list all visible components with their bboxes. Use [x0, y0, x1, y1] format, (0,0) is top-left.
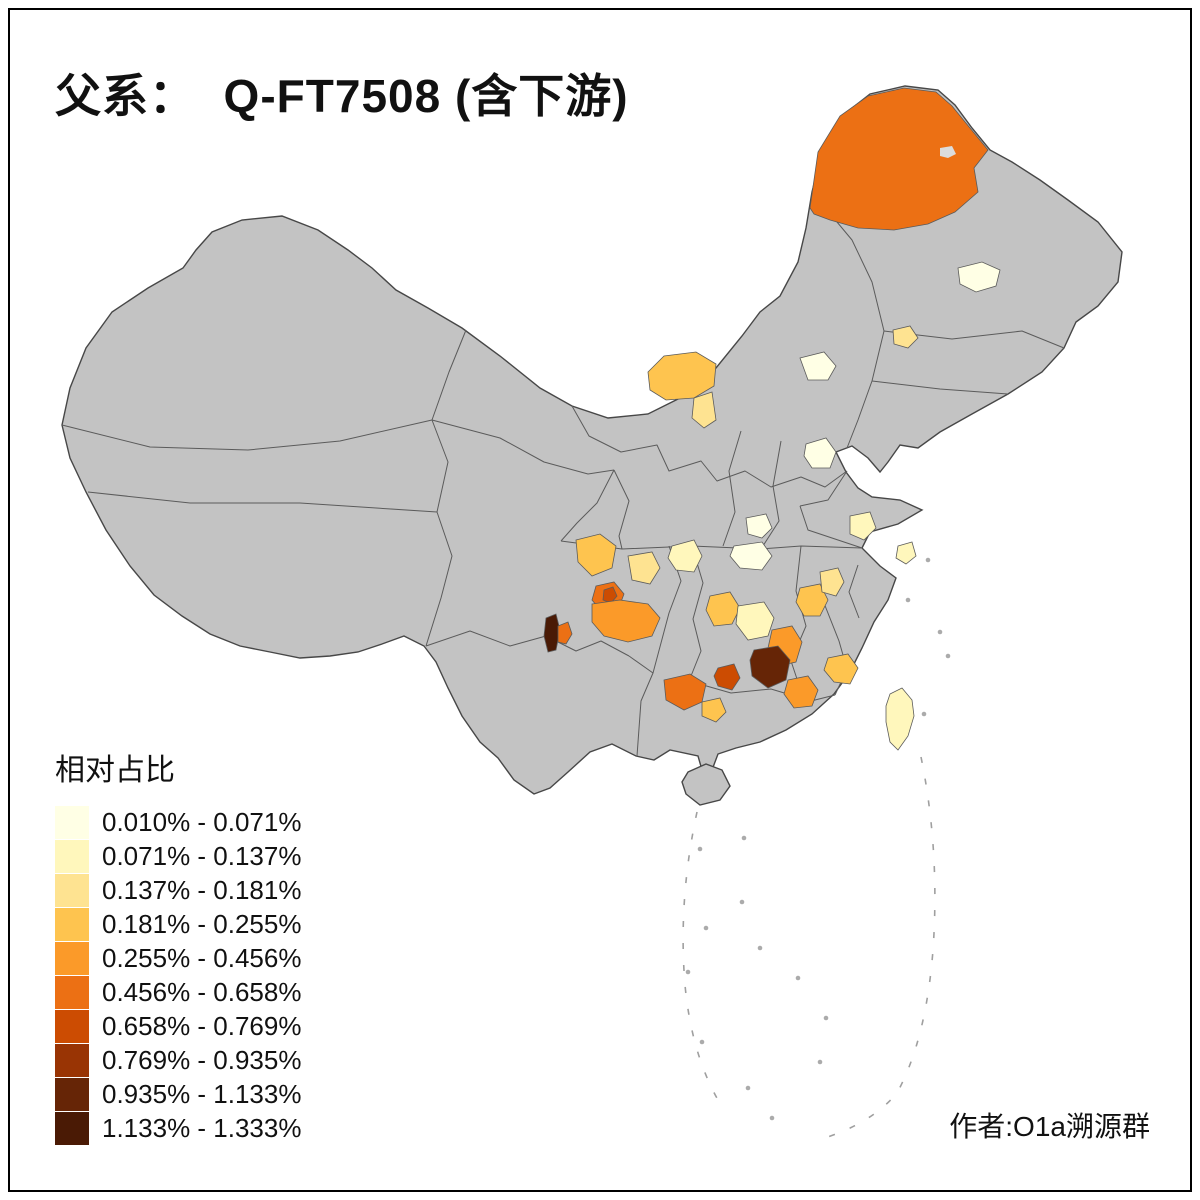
- island-speck: [745, 1085, 751, 1091]
- island-speck: [905, 597, 911, 603]
- island-speck: [699, 1039, 705, 1045]
- legend-swatch: [55, 873, 89, 907]
- map-region-r20: [735, 601, 775, 641]
- island-speck: [925, 557, 931, 563]
- legend-rows: 0.010% - 0.071% 0.071% - 0.137% 0.137% - 0…: [55, 805, 301, 1145]
- author-credit: 作者:O1a溯源群: [949, 1111, 1150, 1142]
- map-region-r15: [557, 621, 573, 645]
- legend-swatch: [55, 1043, 89, 1077]
- island-speck: [703, 925, 709, 931]
- legend-swatch: [55, 805, 89, 839]
- legend-row: 0.935% - 1.133%: [55, 1077, 301, 1111]
- colored-regions: [543, 87, 1001, 751]
- nine-dash-line-west: [682, 811, 725, 1111]
- legend-row: 0.255% - 0.456%: [55, 941, 301, 975]
- map-region-r22: [795, 583, 829, 617]
- legend-row: 1.133% - 1.333%: [55, 1111, 301, 1145]
- map-legend: 相对占比 0.010% - 0.071% 0.071% - 0.137% 0.137…: [55, 745, 301, 1145]
- map-region-r19: [705, 591, 741, 627]
- legend-row: 0.769% - 0.935%: [55, 1043, 301, 1077]
- legend-label: 0.658% - 0.769%: [102, 1011, 302, 1041]
- enclave-speck: [940, 146, 956, 158]
- island-speck: [739, 899, 745, 905]
- legend-label: 0.255% - 0.456%: [102, 943, 302, 973]
- map-region-r03: [892, 325, 919, 349]
- legend-swatch: [55, 1009, 89, 1043]
- island-speck: [921, 711, 927, 717]
- map-region-r27: [701, 697, 727, 723]
- map-region-r17: [667, 539, 703, 573]
- legend-row: 0.071% - 0.137%: [55, 839, 301, 873]
- map-region-r06: [691, 391, 717, 429]
- map-region-r02: [957, 261, 1001, 293]
- legend-swatch: [55, 1077, 89, 1111]
- legend-swatch: [55, 907, 89, 941]
- map-region-r10: [575, 533, 617, 577]
- legend-row: 0.137% - 0.181%: [55, 873, 301, 907]
- island-speck: [945, 653, 951, 659]
- island-speck: [817, 1059, 823, 1065]
- legend-row: 0.181% - 0.255%: [55, 907, 301, 941]
- island-speck: [937, 629, 943, 635]
- legend-swatch: [55, 839, 89, 873]
- map-region-r18: [729, 541, 773, 571]
- hainan-island: [681, 763, 731, 806]
- map-region-r09: [895, 541, 917, 565]
- legend-row: 0.456% - 0.658%: [55, 975, 301, 1009]
- legend-row: 0.658% - 0.769%: [55, 1009, 301, 1043]
- legend-swatch: [55, 941, 89, 975]
- province-borders: [61, 191, 1065, 757]
- map-region-r24: [749, 645, 791, 689]
- island-speck: [823, 1015, 829, 1021]
- legend-label: 0.769% - 0.935%: [102, 1045, 302, 1075]
- island-speck: [741, 835, 747, 841]
- island-speck: [697, 846, 703, 852]
- page-title: 父系： Q-FT7508 (含下游): [55, 70, 629, 122]
- china-mainland: [61, 85, 1123, 795]
- map-region-r25: [713, 663, 741, 691]
- legend-title: 相对占比: [55, 754, 175, 787]
- map-region-r11: [627, 551, 661, 585]
- map-region-r29: [823, 653, 859, 685]
- nine-dash-line-east: [817, 756, 936, 1141]
- island-speck: [685, 969, 691, 975]
- island-speck: [757, 945, 763, 951]
- legend-label: 0.181% - 0.255%: [102, 909, 302, 939]
- island-speck: [769, 1115, 775, 1121]
- map-region-r01: [809, 87, 989, 231]
- map-region-r13: [602, 586, 618, 604]
- legend-label: 0.137% - 0.181%: [102, 875, 302, 905]
- island-speck: [795, 975, 801, 981]
- map-region-r07: [803, 437, 837, 469]
- map-region-r05: [647, 351, 717, 401]
- map-region-r23: [819, 567, 845, 597]
- map-region-r14: [543, 613, 561, 653]
- legend-swatch: [55, 975, 89, 1009]
- map-region-r16: [591, 599, 661, 643]
- map-region-taiwan: [885, 687, 915, 751]
- legend-label: 0.071% - 0.137%: [102, 841, 302, 871]
- legend-label: 0.010% - 0.071%: [102, 807, 302, 837]
- legend-row: 0.010% - 0.071%: [55, 805, 301, 839]
- map-region-r08: [849, 511, 877, 541]
- legend-label: 0.935% - 1.133%: [102, 1079, 302, 1109]
- map-region-r04: [799, 351, 837, 381]
- legend-label: 1.133% - 1.333%: [102, 1113, 302, 1143]
- legend-label: 0.456% - 0.658%: [102, 977, 302, 1007]
- legend-swatch: [55, 1111, 89, 1145]
- map-region-r30: [745, 513, 773, 539]
- sea-islands: [685, 557, 951, 1121]
- map-region-r28: [783, 675, 819, 709]
